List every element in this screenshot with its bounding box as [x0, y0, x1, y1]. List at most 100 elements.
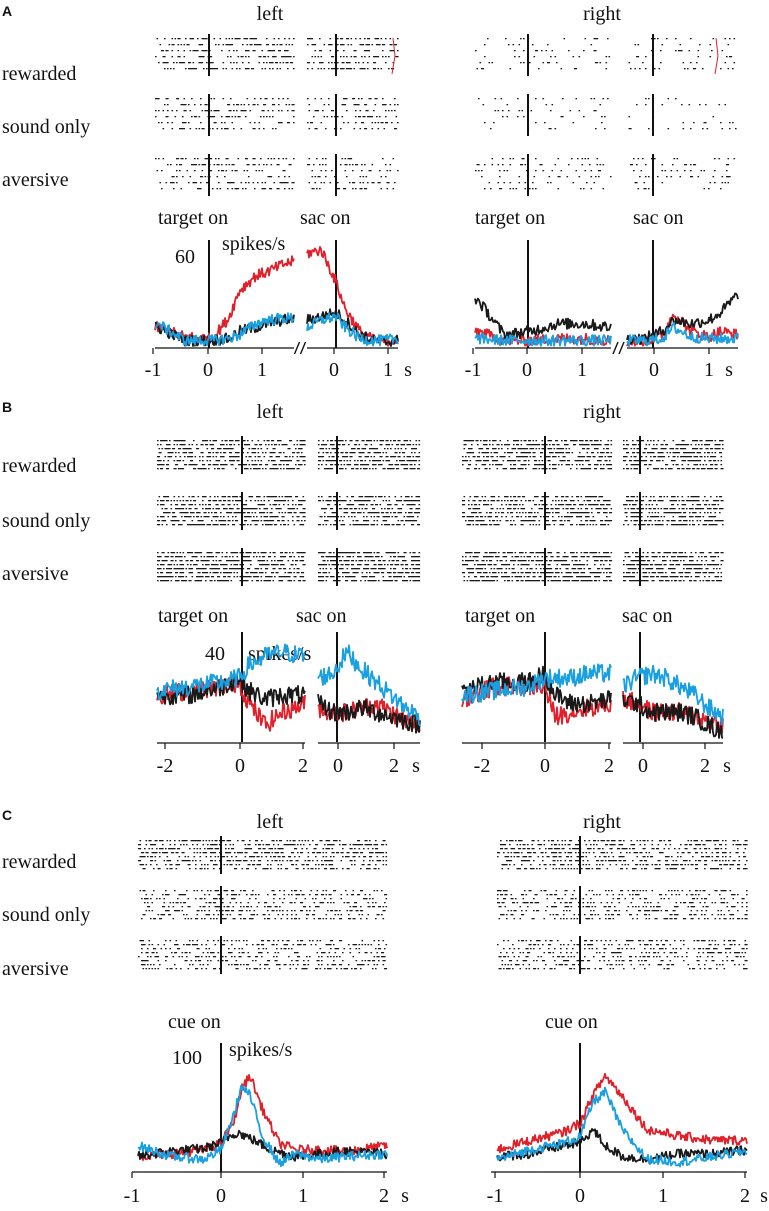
- b-right-raster-0: [558, 448, 560, 450]
- b-left-raster-0: [182, 440, 185, 442]
- a-right-raster-0: [730, 56, 733, 58]
- a-left-raster-0: [192, 38, 195, 40]
- b-right-raster-1: [475, 496, 478, 498]
- a-left-raster-0: [364, 56, 366, 58]
- b-left-raster-0: [251, 452, 254, 454]
- b-left-raster-2: [418, 580, 421, 582]
- b-left-raster-1: [334, 524, 337, 526]
- a-left-raster-2: [240, 182, 243, 184]
- b-left-raster-2: [361, 560, 364, 562]
- b-left-raster-2: [263, 564, 266, 566]
- a-right-raster-2: [712, 176, 715, 178]
- a-left-raster-2: [218, 170, 220, 172]
- a-left-raster-1: [272, 116, 274, 118]
- b-left-raster-0: [170, 456, 173, 458]
- b-right-raster-1: [531, 520, 533, 522]
- b-left-raster-0: [194, 456, 197, 458]
- b-right-raster-2: [604, 560, 607, 562]
- a-left-raster-0: [331, 56, 333, 58]
- a-left-raster-0: [337, 38, 339, 40]
- b-left-raster-1: [361, 508, 364, 510]
- b-left-raster-1: [248, 496, 251, 498]
- b-right-raster-0: [586, 444, 589, 446]
- b-left-raster-0: [223, 464, 225, 466]
- b-right-raster-0: [520, 468, 523, 470]
- b-left-raster-2: [223, 576, 225, 578]
- a-right-raster-2: [703, 188, 706, 190]
- a-left-raster-2: [248, 164, 250, 166]
- b-left-raster-0: [345, 456, 347, 458]
- b-left-raster-1: [396, 504, 398, 506]
- a-left-raster-0: [201, 62, 204, 64]
- a-left-raster-2: [340, 164, 342, 166]
- a-right-raster-0: [512, 44, 515, 46]
- b-left-raster-0: [278, 440, 281, 442]
- a-left-raster-1: [371, 116, 374, 118]
- a-left-raster-1: [293, 110, 295, 112]
- b-left-raster-2: [412, 552, 415, 554]
- b-left-raster-2: [289, 556, 291, 558]
- b-right-raster-1: [573, 504, 575, 506]
- b-left-raster-1: [223, 524, 225, 526]
- b-left-raster-2: [322, 560, 325, 562]
- b-left-raster-1: [360, 496, 362, 498]
- b-left-raster-0: [402, 464, 404, 466]
- b-right-raster-1: [580, 512, 583, 514]
- b-left-raster-2: [277, 572, 279, 574]
- b-left-raster-2: [289, 580, 291, 582]
- b-right-raster-1: [562, 508, 565, 510]
- b-right-raster-2: [499, 568, 502, 570]
- b-left-raster-0: [278, 456, 281, 458]
- b-left-raster-0: [412, 456, 415, 458]
- b-left-raster-2: [161, 552, 164, 554]
- b-left-raster-0: [272, 468, 275, 470]
- b-left-raster-2: [394, 556, 397, 558]
- a-left-raster-2: [385, 176, 387, 178]
- a-left-raster-0: [337, 44, 339, 46]
- a-right-raster-0: [509, 68, 512, 70]
- b-right-raster-2: [546, 560, 548, 562]
- b-left-raster-0: [370, 456, 373, 458]
- b-left-raster-2: [221, 564, 224, 566]
- a-left-raster-1: [367, 110, 369, 112]
- b-left-raster-2: [281, 552, 284, 554]
- b-left-raster-1: [298, 500, 300, 502]
- b-right-raster-2: [541, 572, 544, 574]
- b-right-raster-0: [582, 456, 584, 458]
- b-right-raster-0: [541, 452, 544, 454]
- b-left-raster-0: [349, 460, 352, 462]
- b-right-raster-1: [592, 496, 595, 498]
- b-left-raster-0: [253, 464, 255, 466]
- b-left-raster-2: [355, 580, 358, 582]
- b-left-raster-0: [283, 468, 285, 470]
- b-left-raster-0: [337, 464, 340, 466]
- b-left-raster-1: [354, 524, 356, 526]
- b-left-raster-0: [396, 444, 398, 446]
- a-right-raster-0: [488, 62, 491, 64]
- b-left-raster-1: [406, 520, 409, 522]
- a-left-raster-1: [176, 110, 178, 112]
- b-left-raster-1: [194, 504, 197, 506]
- a-left-raster-1: [328, 98, 330, 100]
- a-left-raster-2: [307, 164, 309, 166]
- b-right-raster-0: [601, 468, 604, 470]
- b-left-raster-0: [361, 440, 364, 442]
- b-right-raster-1: [580, 516, 583, 518]
- b-left-raster-0: [290, 440, 293, 442]
- b-right-raster-2: [517, 556, 520, 558]
- a-left-raster-1: [377, 122, 380, 124]
- a-right-raster-2: [503, 182, 506, 184]
- b-left-raster-0: [408, 444, 410, 446]
- b-left-raster-2: [178, 576, 180, 578]
- b-left-raster-1: [357, 524, 359, 526]
- b-left-raster-1: [271, 524, 273, 526]
- b-left-raster-0: [406, 444, 409, 446]
- b-right-raster-2: [469, 552, 472, 554]
- b-left-raster-2: [185, 576, 188, 578]
- b-left-raster-2: [379, 564, 382, 566]
- b-right-raster-1: [547, 520, 550, 522]
- b-left-raster-2: [281, 560, 284, 562]
- b-right-raster-0: [534, 444, 536, 446]
- a-left-raster-2: [182, 176, 184, 178]
- b-right-raster-2: [504, 564, 506, 566]
